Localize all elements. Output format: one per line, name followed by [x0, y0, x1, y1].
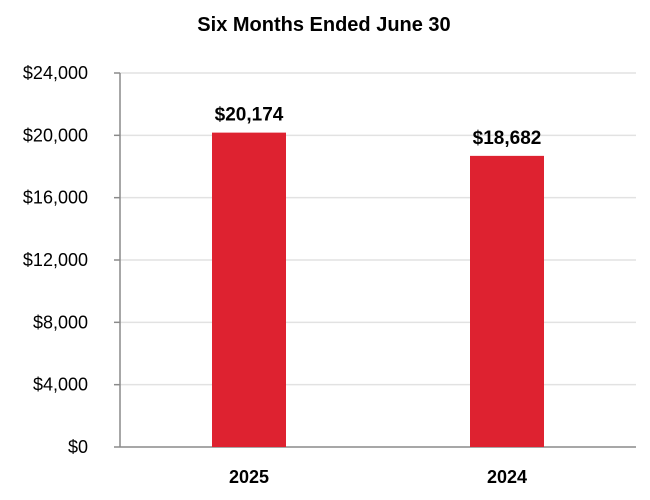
y-tick-label: $16,000 [23, 188, 88, 208]
data-label-2025: $20,174 [215, 105, 284, 126]
y-tick-label: $8,000 [33, 312, 88, 332]
data-label-2024: $18,682 [473, 128, 542, 149]
y-tick-label: $20,000 [23, 125, 88, 145]
gridlines [120, 72, 636, 386]
y-tick-label: $4,000 [33, 375, 88, 395]
chart-title: Six Months Ended June 30 [197, 14, 450, 36]
data-labels: $20,174 $18,682 [215, 105, 542, 149]
y-tick-label: $24,000 [23, 63, 88, 83]
y-tick-label: $0 [68, 437, 88, 457]
x-axis-labels: 2025 2024 [229, 467, 527, 487]
x-tick-label: 2025 [229, 467, 269, 487]
y-axis: $0 $4,000 $8,000 $12,000 $16,000 $20,000 $24,0… [23, 63, 636, 457]
y-tick-label: $12,000 [23, 250, 88, 270]
bar-2025 [212, 132, 286, 447]
bars [212, 132, 544, 447]
x-tick-label: 2024 [487, 467, 527, 487]
bar-2024 [470, 155, 544, 447]
